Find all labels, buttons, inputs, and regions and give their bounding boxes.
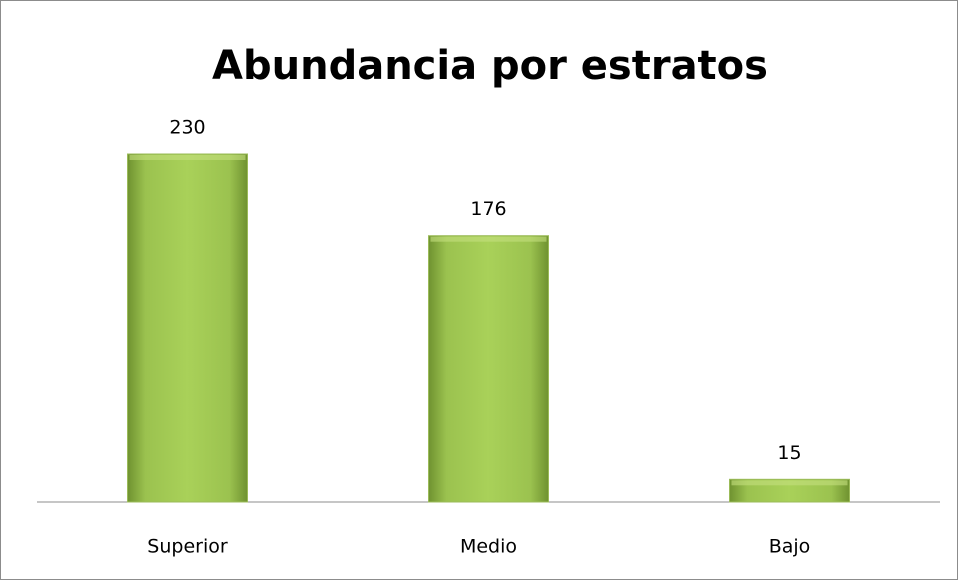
x-tick-label: Medio	[460, 536, 517, 558]
bar-highlight	[129, 155, 246, 160]
data-label: 176	[470, 198, 506, 220]
bar-highlight	[430, 236, 547, 242]
bar-highlight	[731, 480, 848, 486]
bar	[127, 153, 248, 503]
x-tick-label: Bajo	[769, 536, 811, 558]
data-label: 15	[777, 442, 801, 464]
data-label: 230	[169, 117, 205, 139]
x-tick-label: Superior	[147, 536, 228, 558]
chart-title: Abundancia por estratos	[212, 43, 768, 89]
bar	[428, 235, 549, 503]
